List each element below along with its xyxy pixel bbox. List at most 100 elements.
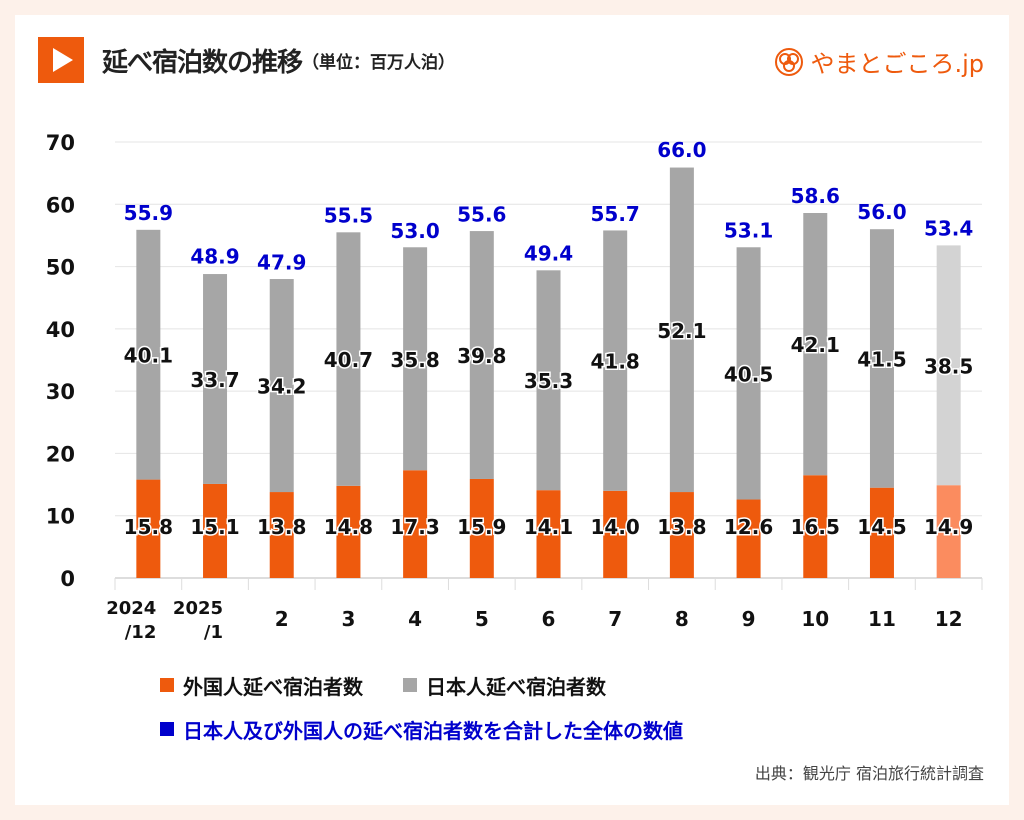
data-label-foreign: 14.9	[924, 515, 973, 539]
x-tick-label: 9	[742, 607, 756, 631]
data-label-foreign: 16.5	[791, 515, 840, 539]
data-label-total: 49.4	[524, 241, 573, 265]
data-label-total: 66.0	[657, 138, 706, 162]
data-label-foreign: 15.8	[124, 515, 173, 539]
data-label-japanese: 40.7	[324, 348, 373, 372]
bar-japanese	[803, 213, 828, 476]
legend: 外国人延べ宿泊者数 日本人延べ宿泊者数 日本人及び外国人の延べ宿泊者数を合計した…	[160, 668, 723, 756]
data-label-japanese: 41.5	[857, 347, 906, 371]
data-label-total: 55.9	[124, 201, 173, 225]
bar-japanese	[269, 279, 294, 493]
bar-foreign	[669, 492, 694, 578]
legend-item-japanese: 日本人延べ宿泊者数	[403, 671, 606, 700]
data-label-total: 53.0	[390, 219, 439, 243]
bar-foreign	[803, 475, 828, 578]
x-tick-label: 11	[868, 607, 896, 631]
bar-foreign	[203, 483, 228, 578]
bar-japanese	[869, 229, 894, 488]
bar-japanese	[736, 247, 761, 500]
bar-japanese	[136, 229, 161, 480]
bar-foreign	[736, 499, 761, 578]
legend-item-total: 日本人及び外国人の延べ宿泊者数を合計した全体の数値	[160, 715, 683, 744]
y-tick-label: 20	[46, 442, 75, 466]
x-tick-label: 12	[935, 607, 963, 631]
bar-japanese	[669, 167, 694, 493]
data-label-total: 58.6	[791, 184, 840, 208]
logo-icon	[775, 47, 804, 76]
y-tick-label: 60	[46, 193, 75, 217]
x-tick-label: 3	[341, 607, 355, 631]
x-tick-label: 4	[408, 607, 422, 631]
bar-japanese	[936, 245, 961, 486]
data-label-foreign: 17.3	[390, 515, 439, 539]
legend-swatch	[160, 722, 174, 736]
bar-japanese	[603, 230, 628, 491]
legend-label: 日本人延べ宿泊者数	[426, 674, 606, 699]
x-tick-label: 5	[475, 607, 489, 631]
bar-foreign	[936, 485, 961, 578]
logo-text: やまとごころ.jp	[810, 50, 984, 78]
chart-title: 延べ宿泊数の推移	[102, 47, 303, 78]
x-tick-label: /1	[204, 622, 223, 643]
chart-card	[15, 15, 1009, 805]
header: 延べ宿泊数の推移 （単位：百万人泊）	[38, 37, 455, 83]
data-label-japanese: 35.8	[390, 348, 439, 372]
bar-foreign	[869, 487, 894, 578]
bar-japanese	[469, 231, 494, 479]
logo: やまとごころ.jp	[774, 44, 984, 79]
data-label-japanese: 33.7	[190, 368, 239, 392]
bar-chart: 01020304050607015.840.155.92024/1215.133…	[46, 131, 983, 643]
bar-foreign	[603, 490, 628, 578]
y-tick-label: 50	[46, 256, 75, 280]
data-label-total: 56.0	[857, 200, 906, 224]
data-label-total: 55.7	[591, 202, 640, 226]
data-label-total: 47.9	[257, 251, 306, 275]
x-tick-label: /12	[125, 622, 157, 643]
x-tick-label: 10	[801, 607, 829, 631]
unit-label: （単位：百万人泊）	[302, 52, 456, 73]
data-label-japanese: 39.8	[457, 344, 506, 368]
data-label-foreign: 14.0	[591, 515, 640, 539]
bar-foreign	[269, 492, 294, 578]
data-label-foreign: 14.8	[324, 515, 373, 539]
legend-label: 日本人及び外国人の延べ宿泊者数を合計した全体の数値	[183, 718, 683, 743]
data-label-japanese: 35.3	[524, 369, 573, 393]
data-label-foreign: 15.9	[457, 515, 506, 539]
data-label-total: 53.4	[924, 216, 973, 240]
data-label-total: 55.5	[324, 203, 373, 227]
data-label-japanese: 41.8	[591, 350, 640, 374]
data-label-japanese: 40.1	[124, 344, 173, 368]
y-tick-label: 30	[46, 380, 75, 404]
legend-item-foreign: 外国人延べ宿泊者数	[160, 671, 363, 700]
data-label-foreign: 14.5	[857, 515, 906, 539]
x-tick-label: 2	[275, 607, 289, 631]
bar-foreign	[336, 485, 361, 578]
legend-label: 外国人延べ宿泊者数	[183, 674, 363, 699]
data-label-japanese: 34.2	[257, 375, 306, 399]
data-label-japanese: 52.1	[657, 319, 706, 343]
bar-japanese	[536, 270, 561, 491]
data-label-japanese: 42.1	[791, 333, 840, 357]
bar-foreign	[469, 478, 494, 578]
data-label-foreign: 13.8	[257, 515, 306, 539]
x-tick-label: 2024	[106, 598, 156, 619]
bar-foreign	[536, 490, 561, 578]
data-label-foreign: 14.1	[524, 515, 573, 539]
data-label-total: 48.9	[190, 244, 239, 268]
bar-foreign	[403, 470, 428, 578]
data-label-foreign: 13.8	[657, 515, 706, 539]
y-tick-label: 40	[46, 318, 75, 342]
data-label-japanese: 38.5	[924, 354, 973, 378]
x-tick-label: 8	[675, 607, 689, 631]
bar-japanese	[336, 232, 361, 486]
y-tick-label: 10	[46, 505, 75, 529]
source-note: 出典：観光庁 宿泊旅行統計調査	[754, 764, 984, 783]
data-label-foreign: 15.1	[190, 515, 239, 539]
y-tick-label: 70	[46, 131, 75, 155]
y-tick-label: 0	[60, 567, 75, 591]
bar-japanese	[203, 274, 228, 484]
data-label-foreign: 12.6	[724, 515, 773, 539]
data-label-total: 55.6	[457, 203, 506, 227]
play-icon	[38, 37, 84, 83]
legend-swatch	[160, 678, 174, 692]
